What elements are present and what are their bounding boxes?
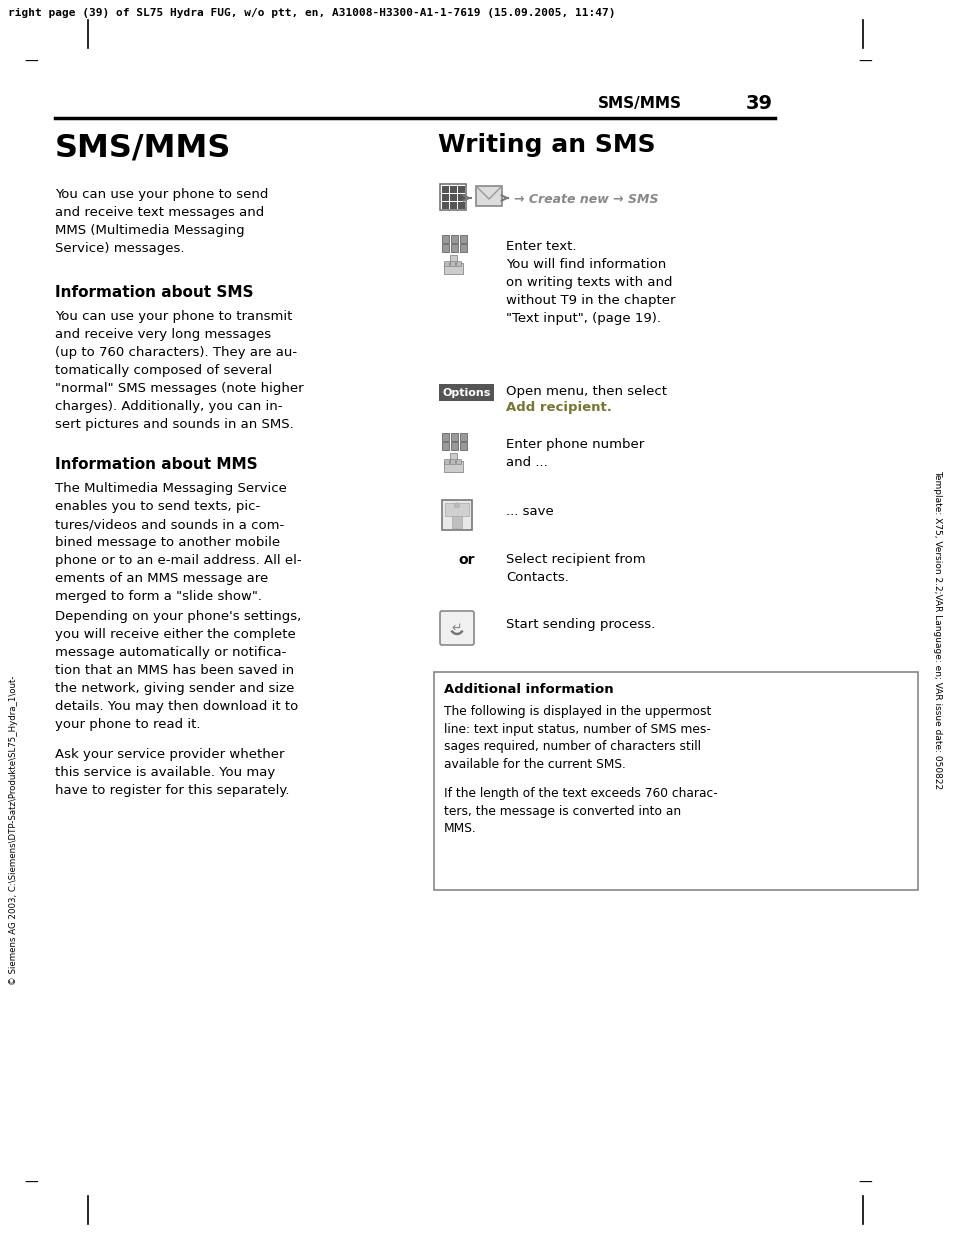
Bar [451, 442, 458, 450]
Bar [443, 263, 462, 274]
FancyBboxPatch shape [438, 384, 494, 401]
Bar [451, 516, 462, 527]
Text: Ask your service provider whether
this service is available. You may
have to reg: Ask your service provider whether this s… [55, 748, 289, 797]
Text: Template: X75, Version 2.2;VAR Language: en; VAR issue date: 050822: Template: X75, Version 2.2;VAR Language:… [933, 471, 942, 790]
Circle shape [454, 503, 459, 508]
Text: —: — [857, 1176, 871, 1190]
Bar [441, 194, 449, 201]
Bar [451, 434, 458, 441]
Bar [457, 202, 464, 209]
Bar [450, 255, 456, 265]
Bar [457, 186, 464, 193]
Bar [476, 186, 501, 206]
Text: Writing an SMS: Writing an SMS [437, 133, 655, 157]
Bar [443, 260, 449, 265]
Bar [441, 186, 449, 193]
Bar [459, 434, 467, 441]
Text: Information about SMS: Information about SMS [55, 285, 253, 300]
Text: —: — [857, 55, 871, 69]
Text: The following is displayed in the uppermost
line: text input status, number of S: The following is displayed in the upperm… [443, 705, 711, 770]
Bar [441, 442, 449, 450]
Text: The ​Multimedia ​Messaging ​Service
enables you to send texts, pic-
tures/videos: The ​Multimedia ​Messaging ​Service enab… [55, 482, 301, 603]
Text: right page (39) of SL75 Hydra FUG, w/o ptt, en, A31008-H3300-A1-1-7619 (15.09.20: right page (39) of SL75 Hydra FUG, w/o p… [8, 7, 615, 17]
Bar [444, 503, 469, 516]
Bar [450, 260, 455, 265]
Bar [441, 235, 449, 243]
Bar [451, 235, 458, 243]
Bar [456, 459, 460, 464]
Bar [443, 461, 462, 472]
Bar [459, 235, 467, 243]
Text: Open menu, then select: Open menu, then select [505, 385, 666, 397]
Text: SMS/MMS: SMS/MMS [55, 132, 232, 163]
FancyBboxPatch shape [439, 611, 474, 645]
Text: Information about MMS: Information about MMS [55, 457, 257, 472]
Bar [441, 500, 472, 530]
Bar [441, 202, 449, 209]
Bar [459, 244, 467, 252]
Text: SMS/MMS: SMS/MMS [598, 96, 681, 111]
Text: ... save: ... save [505, 505, 553, 518]
Bar [450, 202, 456, 209]
Bar [450, 454, 456, 464]
Text: Additional information: Additional information [443, 683, 613, 697]
Bar [441, 244, 449, 252]
Bar [459, 442, 467, 450]
Bar [451, 244, 458, 252]
Text: —: — [24, 55, 38, 69]
Bar [443, 459, 449, 464]
Text: Add recipient.: Add recipient. [505, 401, 611, 414]
Bar [439, 184, 465, 211]
Bar [457, 194, 464, 201]
Text: Options: Options [442, 389, 490, 399]
Text: Select recipient from
Contacts.: Select recipient from Contacts. [505, 553, 645, 584]
Text: Enter phone number
and ...: Enter phone number and ... [505, 439, 643, 468]
Text: You can use your phone to transmit
and receive very long messages
(up to 760 cha: You can use your phone to transmit and r… [55, 310, 303, 431]
Text: ↵: ↵ [452, 622, 462, 634]
Text: —: — [24, 1176, 38, 1190]
Bar [450, 194, 456, 201]
Text: Start sending process.: Start sending process. [505, 618, 655, 630]
Bar [456, 260, 460, 265]
Text: 39: 39 [745, 93, 772, 113]
Text: Enter text.
You will find information
on writing texts with and
without T9 in th: Enter text. You will find information on… [505, 240, 675, 325]
Bar [450, 186, 456, 193]
Text: © Siemens AG 2003, C:\Siemens\DTP-Satz\Produkte\SL75_Hydra_1\out-: © Siemens AG 2003, C:\Siemens\DTP-Satz\P… [10, 675, 18, 984]
Text: If the length of the text exceeds 760 charac-
ters, the message is converted int: If the length of the text exceeds 760 ch… [443, 787, 717, 835]
Text: → Create new → SMS: → Create new → SMS [514, 193, 658, 206]
Text: Depending on your phone's settings,
you will receive either the complete
message: Depending on your phone's settings, you … [55, 611, 301, 731]
Bar [450, 459, 455, 464]
Text: You can use your phone to send
and receive text messages and
MMS (​Multimedia ​M: You can use your phone to send and recei… [55, 188, 268, 255]
Bar [441, 434, 449, 441]
Text: or: or [457, 553, 474, 567]
Bar [434, 672, 917, 890]
